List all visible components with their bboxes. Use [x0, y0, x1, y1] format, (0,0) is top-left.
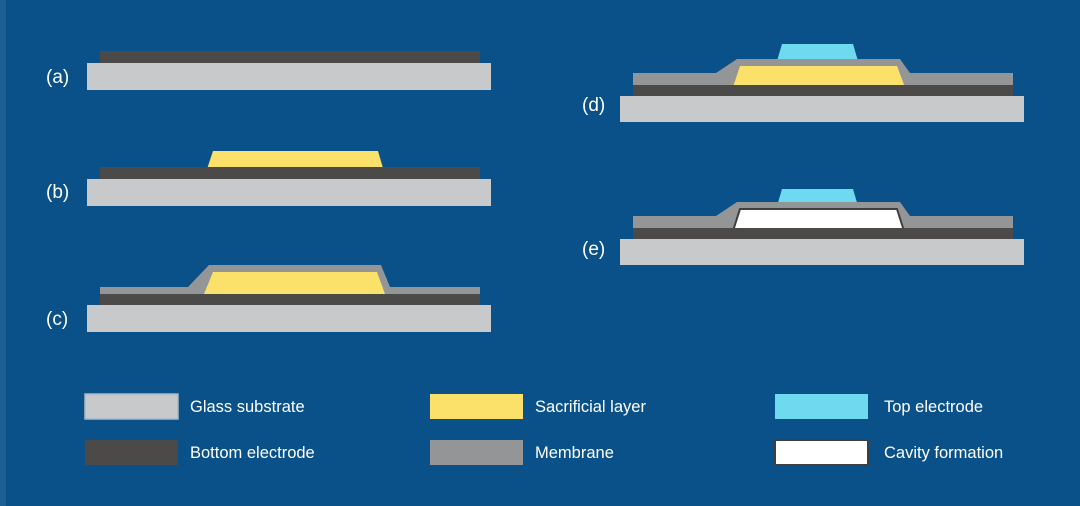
legend-label-glass-substrate: Glass substrate	[190, 398, 305, 416]
legend-label-sacrificial-layer: Sacrificial layer	[535, 398, 646, 416]
legend-swatch-cavity-formation	[774, 439, 869, 466]
legend-label-top-electrode: Top electrode	[884, 398, 983, 416]
legend-label-cavity-formation: Cavity formation	[884, 444, 1003, 462]
legend-swatch-top-electrode	[775, 394, 868, 419]
panel-b: (b)	[46, 151, 491, 206]
panel-a-glass-substrate	[87, 63, 491, 90]
panel-e-bottom-electrode	[633, 228, 1013, 239]
panel-b-label: (b)	[46, 182, 69, 203]
legend-item-membrane: Membrane	[430, 440, 614, 465]
legend-item-glass-substrate: Glass substrate	[84, 393, 305, 420]
panel-e: (e)	[582, 189, 1024, 265]
panel-c-label: (c)	[46, 309, 68, 330]
panel-a: (a)	[46, 51, 491, 90]
legend-swatch-membrane	[430, 440, 523, 465]
legend-item-bottom-electrode: Bottom electrode	[85, 440, 315, 465]
panel-e-label: (e)	[582, 239, 605, 260]
legend-item-top-electrode: Top electrode	[775, 394, 983, 419]
panel-b-bottom-electrode	[100, 167, 480, 179]
legend: Glass substrate Bottom electrode Sacrifi…	[84, 393, 1003, 466]
panel-d-sacrificial-layer	[732, 66, 906, 90]
panel-c-bottom-electrode	[100, 294, 480, 305]
panel-d-top-electrode	[777, 44, 858, 61]
left-edge-strip	[0, 0, 6, 506]
panel-e-cavity	[731, 208, 906, 232]
panel-d-label: (d)	[582, 95, 605, 116]
panel-a-bottom-electrode	[100, 51, 480, 63]
panel-e-glass-substrate	[620, 239, 1024, 265]
legend-swatch-sacrificial-layer	[430, 394, 523, 419]
panel-d-glass-substrate	[620, 96, 1024, 122]
panel-c-glass-substrate	[87, 305, 491, 332]
legend-swatch-bottom-electrode	[85, 440, 178, 465]
panel-b-glass-substrate	[87, 179, 491, 206]
panel-c-sacrificial-layer	[204, 272, 385, 294]
legend-item-cavity-formation: Cavity formation	[774, 439, 1003, 466]
panel-c: (c)	[46, 265, 491, 332]
legend-swatch-glass-substrate	[84, 393, 179, 420]
legend-label-membrane: Membrane	[535, 444, 614, 462]
panel-a-label: (a)	[46, 67, 69, 88]
panel-e-top-electrode	[777, 189, 858, 206]
panel-d-bottom-electrode	[633, 85, 1013, 96]
legend-item-sacrificial-layer: Sacrificial layer	[430, 394, 646, 419]
legend-label-bottom-electrode: Bottom electrode	[190, 444, 315, 462]
panel-d: (d)	[582, 44, 1024, 122]
